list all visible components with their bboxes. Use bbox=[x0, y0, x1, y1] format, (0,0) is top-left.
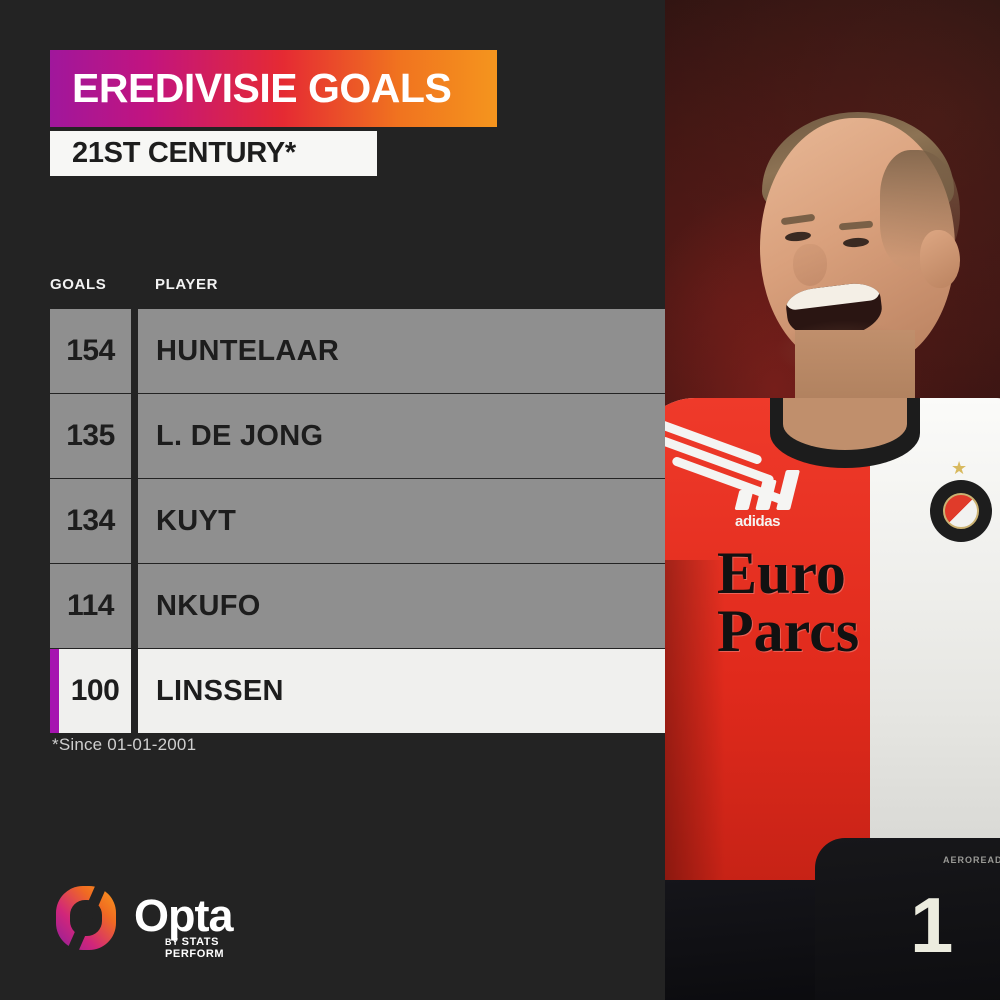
opta-tagline-main: STATS PERFORM bbox=[165, 936, 225, 960]
player-cell: KUYT bbox=[138, 479, 665, 563]
player-cell: HUNTELAAR bbox=[138, 309, 665, 393]
goals-value: 154 bbox=[66, 334, 115, 367]
goals-value: 114 bbox=[67, 589, 114, 622]
subtitle-banner: 21ST CENTURY* bbox=[50, 131, 377, 176]
player-name: KUYT bbox=[156, 504, 237, 537]
sponsor-line-1: Euro bbox=[717, 540, 846, 606]
table-row: 154 HUNTELAAR bbox=[50, 309, 665, 393]
player-name: LINSSEN bbox=[156, 674, 284, 707]
ranking-list: 154 HUNTELAAR 135 L. DE JONG 134 bbox=[50, 309, 665, 734]
table-row: 134 KUYT bbox=[50, 479, 665, 563]
goals-cell: 135 bbox=[50, 394, 131, 478]
player-cell: L. DE JONG bbox=[138, 394, 665, 478]
player-cell: LINSSEN bbox=[138, 649, 665, 733]
table-row-highlighted: 100 LINSSEN bbox=[50, 649, 665, 733]
club-crest-icon bbox=[930, 480, 992, 542]
player-cell: NKUFO bbox=[138, 564, 665, 648]
adidas-logo-icon: adidas bbox=[733, 470, 823, 530]
content-panel: EREDIVISIE GOALS 21ST CENTURY* GOALS PLA… bbox=[50, 50, 665, 960]
adidas-wordmark: adidas bbox=[735, 513, 781, 530]
goals-value: 134 bbox=[66, 504, 115, 537]
opta-logo: Opta BY STATS PERFORM bbox=[52, 884, 272, 960]
kit-shorts bbox=[815, 838, 1000, 1000]
column-header-goals: GOALS bbox=[50, 276, 107, 293]
goals-cell: 100 bbox=[59, 649, 131, 733]
goals-cell: 154 bbox=[50, 309, 131, 393]
player-nose bbox=[793, 244, 827, 286]
adidas-bar bbox=[734, 490, 754, 510]
adidas-bar bbox=[776, 470, 800, 510]
player-ear bbox=[920, 230, 960, 288]
shirt-sponsor: Euro Parcs bbox=[717, 540, 997, 664]
table-row: 135 L. DE JONG bbox=[50, 394, 665, 478]
goals-cell: 114 bbox=[50, 564, 131, 648]
highlight-accent-bar bbox=[50, 649, 59, 733]
footnote: *Since 01-01-2001 bbox=[52, 735, 197, 754]
kit-collar-opening bbox=[783, 398, 907, 450]
title-banner: EREDIVISIE GOALS bbox=[50, 50, 497, 127]
goals-value: 100 bbox=[70, 674, 120, 707]
table-row: 114 NKUFO bbox=[50, 564, 665, 648]
sponsor-line-2: Parcs bbox=[717, 597, 860, 664]
goals-value: 135 bbox=[66, 419, 115, 452]
opta-wordmark: Opta bbox=[134, 890, 234, 941]
photo-arm-shadow bbox=[665, 560, 725, 890]
goals-cell: 134 bbox=[50, 479, 131, 563]
table-header: GOALS PLAYER bbox=[50, 276, 650, 298]
player-name: NKUFO bbox=[156, 589, 261, 622]
opta-mark-icon bbox=[56, 884, 116, 952]
shorts-number: 1 bbox=[910, 881, 953, 969]
opta-tagline: BY STATS PERFORM bbox=[165, 936, 272, 960]
player-photo: adidas Euro Parcs ★ AEROREADY 1 bbox=[665, 0, 1000, 1000]
page-subtitle: 21ST CENTURY* bbox=[72, 137, 296, 169]
player-name: L. DE JONG bbox=[156, 419, 324, 452]
championship-star-icon: ★ bbox=[951, 458, 968, 478]
page-title: EREDIVISIE GOALS bbox=[72, 65, 452, 111]
fabric-label: AEROREADY bbox=[943, 855, 1000, 865]
opta-tagline-by: BY bbox=[165, 937, 182, 947]
player-name: HUNTELAAR bbox=[156, 334, 340, 367]
adidas-bar bbox=[755, 480, 777, 510]
club-crest-center bbox=[943, 493, 979, 529]
column-header-player: PLAYER bbox=[155, 276, 219, 293]
